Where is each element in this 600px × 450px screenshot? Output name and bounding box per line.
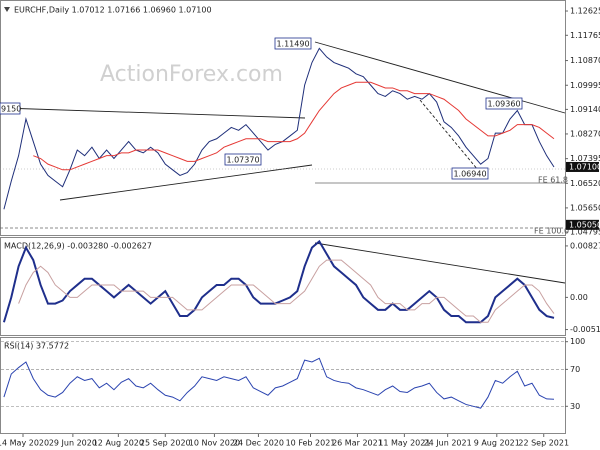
label-box <box>451 167 489 180</box>
y-tick-label: 1.04795 <box>570 228 600 237</box>
annotation: 1.06940 <box>453 170 486 179</box>
annotation: 1.09360 <box>487 100 520 109</box>
trend-line <box>314 242 566 284</box>
x-tick-label: 10 Feb 2021 <box>286 439 336 448</box>
y-tick-label: 1.06520 <box>570 179 600 188</box>
watermark: ActionForex.com <box>100 62 283 87</box>
rsi-panel <box>0 337 566 434</box>
label-box <box>274 37 312 50</box>
price-panel <box>0 0 566 236</box>
price-marker <box>566 219 599 230</box>
y-tick-label: 1.10870 <box>570 56 600 65</box>
x-tick-label: 24 Jun 2021 <box>424 439 472 448</box>
trend-line <box>2 107 306 119</box>
annotation: 1.07370 <box>226 156 259 165</box>
annotation: 1.11490 <box>276 40 309 49</box>
label-box <box>485 97 523 110</box>
series-line <box>2 239 555 324</box>
x-tick-label: 25 Sep 2020 <box>140 439 191 448</box>
chart-title: EURCHF,Daily 1.07012 1.07166 1.06960 1.0… <box>14 6 212 15</box>
x-tick-label: 22 Sep 2021 <box>518 439 569 448</box>
price-marker-label: 1.07100 <box>569 162 600 171</box>
y-tick-label: 1.05650 <box>570 203 600 212</box>
label-box <box>0 102 21 115</box>
trend-line <box>314 41 566 114</box>
label-box <box>224 153 262 166</box>
y-tick-label: 70 <box>570 365 580 374</box>
y-tick-label: -0.005174 <box>570 325 600 334</box>
y-tick-label: 1.11765 <box>570 31 600 40</box>
y-tick-label: 1.09995 <box>570 81 600 90</box>
x-tick-label: 26 Mar 2021 <box>332 439 383 448</box>
annotation: FE 61.8 <box>538 176 568 185</box>
x-tick-label: 11 May 2021 <box>378 439 430 448</box>
price-marker-label: 1.05050 <box>569 220 600 229</box>
annotation: FE 100.0 <box>534 227 569 236</box>
trend-line <box>59 164 313 201</box>
y-tick-label: 1.09140 <box>570 105 600 114</box>
series-line <box>33 81 555 171</box>
x-tick-label: 24 Dec 2020 <box>233 439 284 448</box>
panel-icon <box>4 7 10 12</box>
x-tick-label: 12 Aug 2020 <box>93 439 144 448</box>
y-tick-label: 0.008276 <box>570 241 600 250</box>
x-tick-label: 14 May 2020 <box>0 439 49 448</box>
rsi-title: RSI(14) 37.5772 <box>4 342 69 351</box>
price-marker <box>566 161 599 172</box>
macd-panel <box>0 237 566 336</box>
x-tick-label: 29 Jun 2020 <box>49 439 97 448</box>
y-tick-label: 1.12625 <box>570 7 600 16</box>
x-tick-label: 10 Nov 2020 <box>189 439 240 448</box>
annotation: 9150 <box>1 105 21 114</box>
macd-title: MACD(12,26,9) -0.003280 -0.002627 <box>4 242 152 251</box>
y-tick-label: 1.07395 <box>570 154 600 163</box>
series-line <box>3 47 555 210</box>
x-tick-label: 9 Aug 2021 <box>474 439 520 448</box>
y-tick-label: 30 <box>570 402 580 411</box>
y-tick-label: 1.08270 <box>570 129 600 138</box>
trend-line <box>419 99 479 171</box>
y-tick-label: 100 <box>570 337 585 346</box>
series-line <box>3 357 555 409</box>
series-line <box>18 259 555 323</box>
y-tick-label: 0.00 <box>570 293 588 302</box>
